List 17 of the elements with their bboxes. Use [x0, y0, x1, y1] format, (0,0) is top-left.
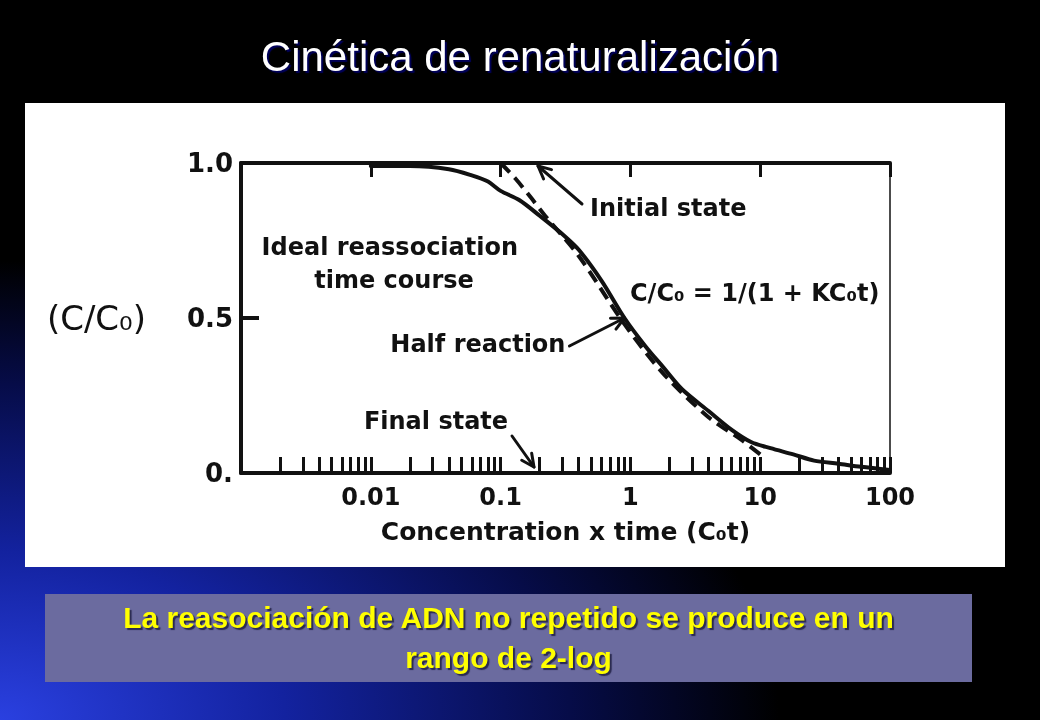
x-tick-label: 0.1	[479, 483, 522, 511]
annotation: Ideal reassociation time course	[261, 232, 527, 294]
annotation: Half reaction	[390, 330, 566, 358]
text: La reasociación de ADN no repetido se produce en un rango de 2-log	[122, 600, 895, 676]
x-axis-title: Concentration x time (C₀t)	[380, 517, 751, 546]
chart-title: Cinética de renaturalización	[259, 32, 781, 82]
annotation: C/C₀ = 1/(1 + KC₀t)	[630, 279, 880, 307]
x-tick-label: 100	[864, 483, 916, 511]
x-tick-label: 10	[743, 483, 777, 511]
x-tick-label: 1	[622, 483, 639, 511]
y-tick-label: 0.5	[186, 303, 233, 333]
annotation: Initial state	[590, 194, 747, 222]
x-tick-label: 0.01	[341, 483, 401, 511]
y-tick-label: 1.0	[186, 148, 233, 178]
annotation: Final state	[363, 407, 509, 435]
y-axis-title: (C/C₀)	[46, 298, 146, 338]
y-tick-label: 0.	[205, 458, 233, 488]
